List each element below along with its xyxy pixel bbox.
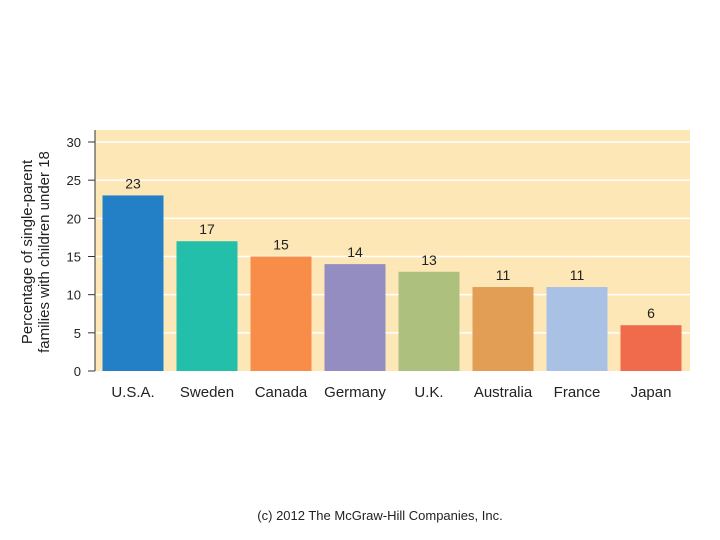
bar-canada: [250, 256, 312, 371]
data-label: 13: [421, 252, 437, 268]
data-label: 11: [570, 267, 585, 283]
bar-u-s-a: [102, 195, 164, 371]
data-label: 17: [199, 221, 215, 237]
bar-france: [546, 287, 608, 371]
y-tick-label: 20: [67, 211, 81, 226]
data-label: 23: [125, 175, 141, 191]
copyright-footer: (c) 2012 The McGraw-Hill Companies, Inc.: [257, 508, 503, 523]
x-tick-label: Australia: [474, 384, 533, 401]
y-axis-label-line: families with children under 18: [36, 151, 53, 353]
x-tick-labels: U.S.A. Sweden Canada Germany U.K. Australia Fr…: [111, 384, 671, 401]
x-tick-label: Japan: [631, 384, 672, 401]
x-tick-label: Germany: [324, 384, 386, 401]
bar-sweden: [176, 241, 238, 371]
y-axis-label-line: Percentage of single-parent: [19, 159, 36, 344]
y-tick-label: 10: [67, 288, 81, 303]
y-tick-label: 5: [74, 326, 81, 341]
y-tick-label: 30: [67, 135, 81, 150]
bar-germany: [324, 264, 386, 371]
y-axis-label: Percentage of single-parentfamilies with…: [19, 151, 53, 353]
bars: [102, 195, 682, 371]
y-tick-label: 15: [67, 250, 81, 265]
bar-australia: [472, 287, 534, 371]
data-label: 14: [347, 244, 363, 260]
data-label: 6: [647, 305, 655, 321]
y-ticks: 0 5 10 15 20 25 30: [67, 135, 95, 379]
x-tick-label: France: [554, 384, 601, 401]
x-tick-label: Canada: [255, 384, 308, 401]
data-label: 15: [273, 237, 289, 253]
data-label: 11: [496, 267, 511, 283]
x-tick-label: U.K.: [414, 384, 443, 401]
bar-japan: [620, 325, 682, 371]
y-tick-label: 0: [74, 364, 81, 379]
x-tick-label: U.S.A.: [111, 384, 154, 401]
x-tick-label: Sweden: [180, 384, 234, 401]
data-labels: 23 17 15 14 13 11 11 6: [125, 175, 655, 321]
bar-u-k: [398, 271, 460, 371]
y-tick-label: 25: [67, 173, 81, 188]
